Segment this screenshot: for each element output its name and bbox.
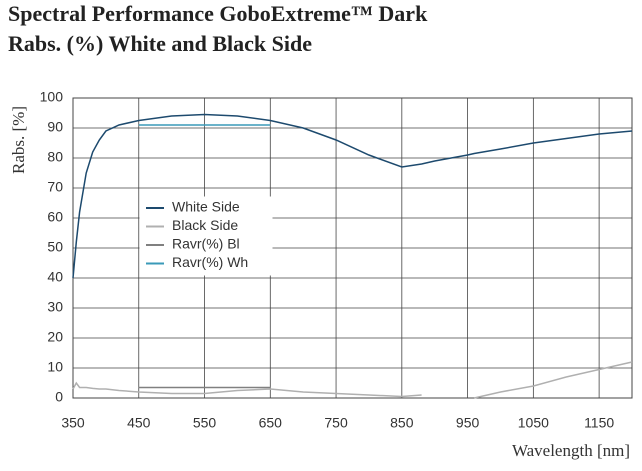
legend-label: Ravr(%) Bl (172, 236, 240, 252)
series-line (72, 361, 633, 399)
legend-box (139, 196, 273, 276)
x-tick-label: 750 (324, 415, 348, 431)
x-tick-label: 1050 (518, 415, 549, 431)
x-tick-label: 950 (456, 415, 480, 431)
x-tick-label: 850 (390, 415, 414, 431)
plot-frame (72, 97, 633, 399)
x-tick-label: 550 (193, 415, 217, 431)
y-tick-label: 70 (47, 179, 63, 195)
x-tick-label: 650 (259, 415, 283, 431)
series-line (72, 113, 633, 279)
x-tick-label: 1150 (584, 415, 614, 431)
legend-label: Ravr(%) Wh (172, 254, 248, 270)
y-tick-label: 50 (47, 239, 63, 255)
y-tick-label: 80 (47, 149, 63, 165)
y-tick-label: 90 (47, 119, 63, 135)
x-tick-label: 450 (127, 415, 151, 431)
y-tick-label: 60 (47, 209, 63, 225)
y-tick-label: 100 (40, 89, 64, 105)
y-axis-label: Rabs. [%] (9, 106, 28, 174)
legend-label: Black Side (172, 217, 238, 233)
y-tick-label: 20 (47, 329, 63, 345)
legend-label: White Side (172, 199, 240, 215)
y-tick-label: 0 (55, 389, 63, 405)
x-axis-label: Wavelength [nm] (512, 441, 630, 460)
x-tick-label: 350 (61, 415, 85, 431)
chart-title: Spectral Performance GoboExtreme™ Dark (8, 1, 428, 26)
y-tick-label: 40 (47, 269, 63, 285)
chart-subtitle: Rabs. (%) White and Black Side (8, 31, 312, 56)
y-tick-label: 30 (47, 299, 63, 315)
y-tick-label: 10 (47, 359, 63, 375)
